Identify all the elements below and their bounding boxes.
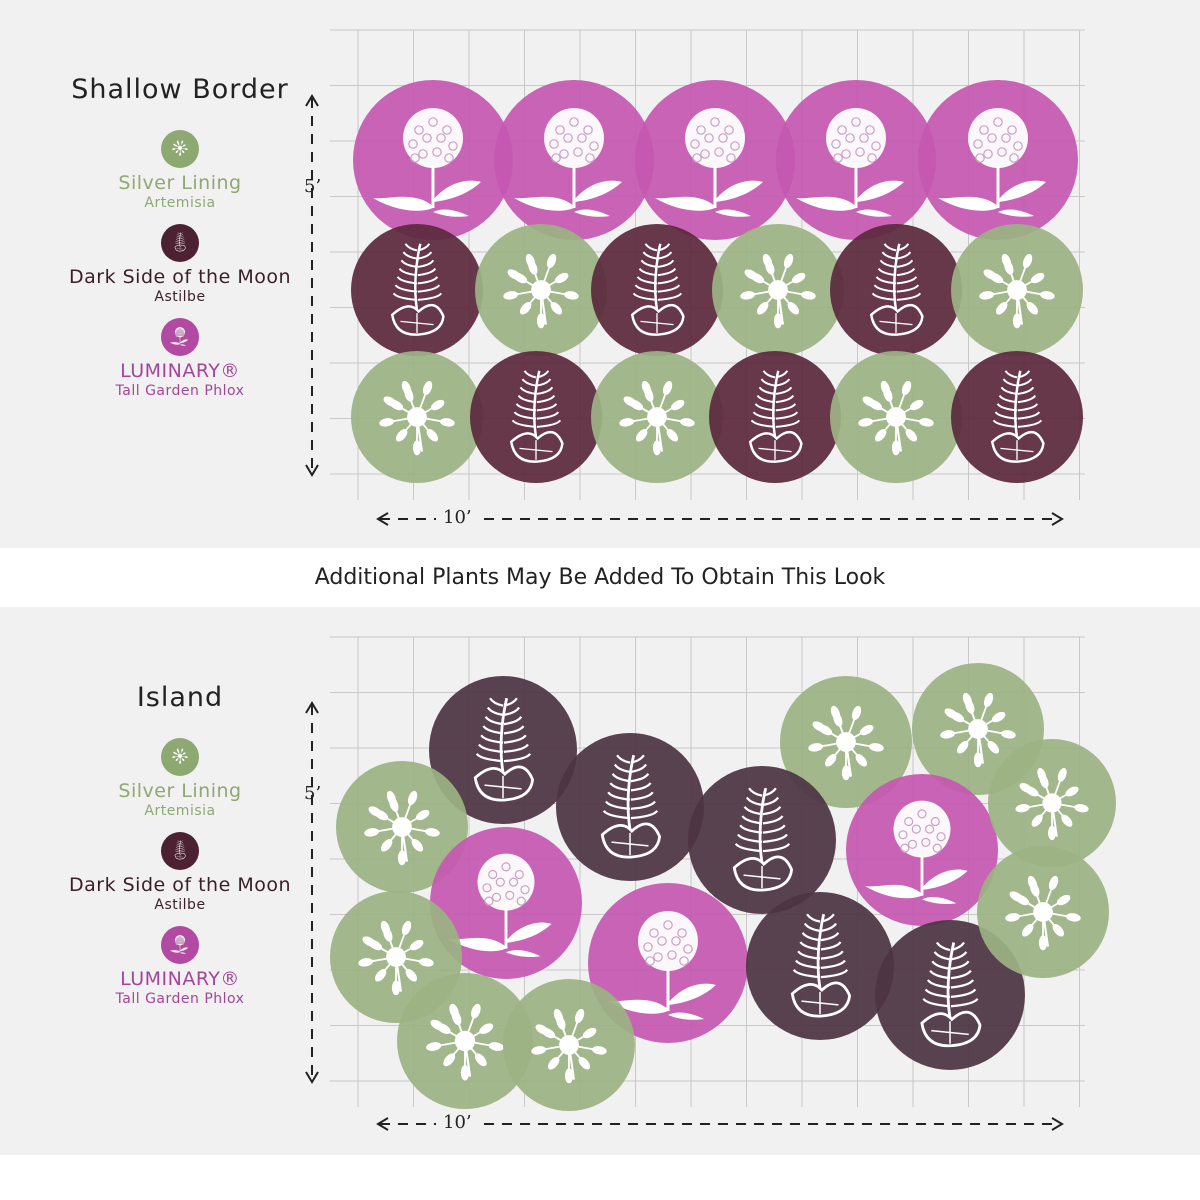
height-label: 5’ [304, 783, 322, 804]
plant-astilbe [709, 351, 841, 483]
fern-icon [161, 832, 199, 870]
plant-phlox [588, 883, 748, 1043]
plant-artemisia [712, 224, 844, 356]
fern-icon [161, 224, 199, 262]
island-plan [305, 636, 1116, 1131]
legend-item-astilbe: Dark Side of the Moon Astilbe [60, 832, 300, 914]
dimension-arrows [305, 94, 1064, 526]
plant-astilbe [351, 224, 483, 356]
banner-text: Additional Plants May Be Added To Obtain… [0, 548, 1200, 607]
plant-artemisia [397, 973, 533, 1109]
plant-phlox [635, 80, 795, 240]
plant-artemisia [503, 979, 635, 1111]
plant-phlox [430, 827, 582, 979]
plant-artemisia [988, 739, 1116, 867]
legend-name: Silver Lining [118, 172, 242, 194]
layout-title: Island [136, 682, 224, 713]
plant-artemisia [351, 351, 483, 483]
legend-sub: Tall Garden Phlox [115, 383, 245, 399]
plant-artemisia [830, 351, 962, 483]
legend-sub: Astilbe [154, 897, 206, 913]
plant-astilbe [470, 351, 602, 483]
height-label: 5’ [304, 176, 322, 197]
legend-sub: Artemisia [144, 803, 216, 819]
legend-sub: Tall Garden Phlox [115, 991, 245, 1007]
plant-artemisia [591, 351, 723, 483]
legend-name: Dark Side of the Moon [68, 874, 291, 896]
legend-name: Dark Side of the Moon [68, 266, 291, 288]
plant-astilbe [746, 892, 894, 1040]
plant-astilbe [556, 733, 704, 881]
leaf-icon [161, 738, 199, 776]
plant-artemisia [780, 676, 912, 808]
plant-phlox [353, 80, 513, 240]
plant-astilbe [830, 224, 962, 356]
plant-artemisia [977, 846, 1109, 978]
width-label: 10’ [443, 1112, 472, 1133]
flower-icon [161, 926, 199, 964]
plant-phlox [846, 774, 998, 926]
legend-item-silver-lining: Silver Lining Artemisia [60, 738, 300, 820]
width-label: 10’ [443, 507, 472, 528]
plant-astilbe [591, 224, 723, 356]
plant-astilbe [875, 920, 1025, 1070]
dimension-arrows [305, 701, 1064, 1131]
plant-phlox [918, 80, 1078, 240]
layout-title: Shallow Border [71, 74, 289, 105]
legend-item-silver-lining: Silver Lining Artemisia [60, 130, 300, 212]
legend-sub: Artemisia [144, 195, 216, 211]
leaf-icon [161, 130, 199, 168]
plant-artemisia [475, 224, 607, 356]
plant-artemisia [336, 761, 468, 893]
island-panel: Island Silver Lining Artemisia Dark Side… [0, 607, 1200, 1155]
legend-name: LUMINARY® [120, 968, 240, 990]
legend-item-phlox: LUMINARY® Tall Garden Phlox [60, 318, 300, 400]
plant-phlox [494, 80, 654, 240]
legend-item-astilbe: Dark Side of the Moon Astilbe [60, 224, 300, 306]
shallow-border-plan [305, 29, 1085, 526]
legend-sub: Astilbe [154, 289, 206, 305]
plant-astilbe [429, 676, 577, 824]
shallow-border-panel: Shallow Border Silver Lining Artemisia D… [0, 0, 1200, 548]
plant-artemisia [951, 224, 1083, 356]
plant-astilbe [688, 766, 836, 914]
legend-item-phlox: LUMINARY® Tall Garden Phlox [60, 926, 300, 1008]
plant-phlox [776, 80, 936, 240]
legend-name: Silver Lining [118, 780, 242, 802]
legend-name: LUMINARY® [120, 360, 240, 382]
plant-astilbe [951, 351, 1083, 483]
flower-icon [161, 318, 199, 356]
